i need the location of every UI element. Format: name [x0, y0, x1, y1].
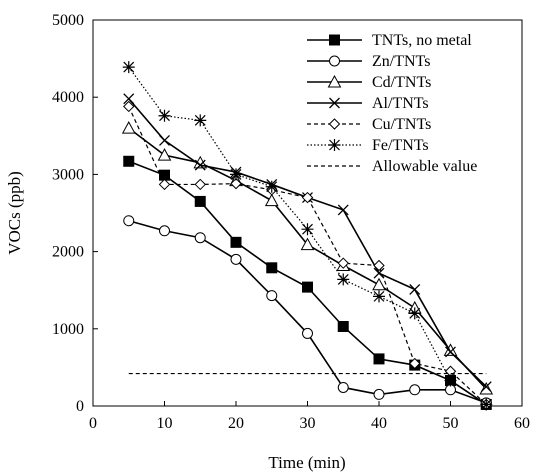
- marker-circle: [230, 253, 242, 265]
- marker-circle: [329, 55, 340, 67]
- x-tick-label: 30: [300, 415, 316, 432]
- marker-square: [230, 236, 242, 248]
- marker-triangle: [372, 277, 386, 291]
- marker-x: [445, 346, 456, 358]
- marker-square: [123, 155, 135, 167]
- marker-diamond: [158, 178, 171, 191]
- legend: TNTs, no metal Zn/TNTs Cd/TNTs Al/TNTs Cu/TN…: [307, 32, 477, 175]
- marker-triangle: [479, 381, 494, 395]
- marker-circle: [337, 381, 349, 393]
- marker-square: [159, 169, 170, 181]
- marker-diamond: [373, 259, 385, 272]
- marker-diamond: [123, 100, 135, 113]
- marker-triangle: [300, 237, 315, 251]
- marker-x: [373, 267, 385, 279]
- marker-diamond: [194, 178, 206, 191]
- legend-item: Allowable value: [307, 158, 477, 175]
- legend-item: Cd/TNTs: [307, 74, 431, 91]
- y-axis-label: VOCs (ppb): [5, 171, 24, 255]
- marker-star: [480, 398, 493, 411]
- marker-star: [408, 307, 421, 320]
- marker-x: [159, 134, 170, 146]
- marker-square: [373, 353, 385, 365]
- marker-x: [409, 283, 421, 295]
- marker-diamond: [328, 118, 341, 130]
- marker-x: [123, 93, 135, 105]
- marker-circle: [159, 225, 170, 237]
- legend-label: Zn/TNTs: [372, 53, 430, 70]
- legend-item: Cu/TNTs: [307, 116, 431, 133]
- y-tick-label: 5000: [52, 12, 84, 29]
- legend-item: Fe/TNTs: [307, 137, 429, 154]
- marker-x: [194, 159, 206, 171]
- series-line: [128, 106, 487, 405]
- marker-square: [337, 320, 349, 332]
- series-5: [123, 100, 492, 411]
- marker-star: [301, 223, 314, 236]
- marker-star: [337, 273, 350, 286]
- legend-label: TNTs, no metal: [372, 32, 472, 49]
- marker-star: [122, 61, 135, 74]
- series-layer: [121, 61, 494, 411]
- legend-label: Cu/TNTs: [372, 116, 431, 133]
- y-tick-label: 1000: [52, 321, 84, 338]
- x-tick-label: 10: [157, 415, 173, 432]
- marker-diamond: [301, 191, 314, 204]
- legend-item: Zn/TNTs: [307, 53, 430, 70]
- marker-circle: [373, 388, 385, 400]
- marker-triangle: [327, 74, 342, 88]
- marker-diamond: [337, 257, 349, 269]
- legend-label: Al/TNTs: [372, 95, 429, 112]
- marker-star: [373, 290, 385, 303]
- marker-triangle: [264, 193, 279, 207]
- marker-square: [302, 281, 313, 293]
- x-tick-label: 50: [443, 415, 459, 432]
- marker-x: [337, 204, 349, 216]
- y-tick-label: 3000: [52, 166, 84, 183]
- legend-item: Al/TNTs: [307, 95, 429, 112]
- plot-frame: [92, 19, 523, 407]
- x-tick-label: 20: [228, 415, 244, 432]
- marker-diamond: [409, 357, 421, 370]
- marker-circle: [123, 215, 135, 227]
- legend-label: Allowable value: [372, 158, 477, 175]
- marker-circle: [194, 232, 206, 244]
- marker-circle: [266, 290, 278, 302]
- axes: 0 10 20 30 40 50 60 0 1000 2000 3000 4000 5000: [52, 12, 530, 432]
- marker-diamond: [230, 177, 242, 190]
- marker-triangle: [157, 148, 172, 161]
- marker-star: [194, 114, 207, 127]
- y-tick-label: 0: [76, 398, 84, 415]
- x-tick-label: 60: [514, 415, 530, 432]
- marker-star: [444, 374, 457, 387]
- x-tick-label: 0: [89, 415, 97, 432]
- x-tick-label: 40: [371, 415, 387, 432]
- marker-star: [265, 180, 278, 193]
- marker-square: [266, 262, 278, 274]
- marker-star: [230, 168, 242, 181]
- marker-star: [328, 139, 341, 151]
- series-line: [128, 66, 487, 405]
- marker-circle: [409, 384, 421, 396]
- marker-x: [480, 381, 492, 393]
- legend-item: TNTs, no metal: [307, 32, 472, 49]
- x-axis-label: Time (min): [268, 453, 345, 472]
- series-6: [122, 61, 493, 411]
- legend-label: Fe/TNTs: [372, 137, 429, 154]
- y-tick-label: 4000: [52, 89, 84, 106]
- marker-x: [329, 97, 340, 109]
- marker-star: [158, 109, 171, 122]
- marker-triangle: [443, 343, 458, 356]
- legend-label: Cd/TNTs: [372, 74, 431, 91]
- y-tick-label: 2000: [52, 244, 84, 261]
- marker-square: [194, 195, 206, 207]
- marker-triangle: [121, 121, 136, 134]
- series-2: [123, 215, 492, 409]
- marker-circle: [302, 327, 313, 339]
- marker-square: [329, 34, 340, 46]
